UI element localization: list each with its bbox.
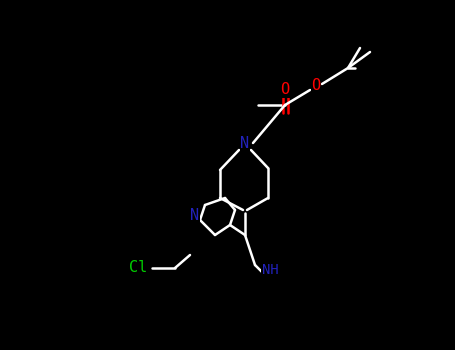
Text: Cl: Cl: [129, 260, 147, 275]
Text: N: N: [240, 135, 249, 150]
Text: NH: NH: [262, 263, 278, 277]
Text: O: O: [311, 78, 321, 93]
Text: N: N: [191, 208, 200, 223]
Text: O: O: [280, 83, 289, 98]
